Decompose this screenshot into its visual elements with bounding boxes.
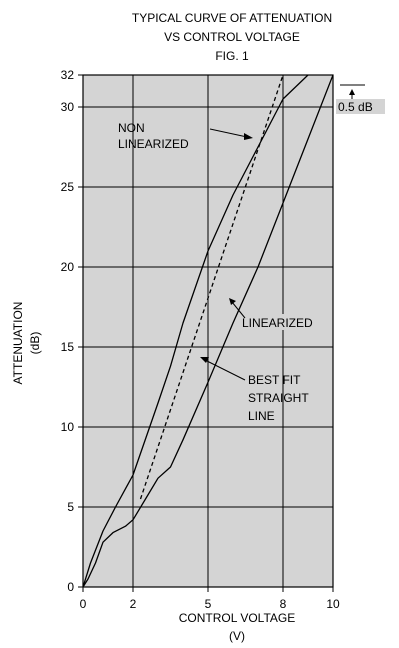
series-best-fit-straight-line	[139, 75, 284, 500]
annotation-linearized-bg	[241, 314, 331, 330]
y-tick-label: 10	[61, 420, 75, 434]
y-axis-unit: (dB)	[28, 332, 42, 355]
y-tick-label: 15	[61, 340, 75, 354]
annotation-nonlinearized-line-2: LINEARIZED	[118, 137, 189, 151]
y-tick-label: 25	[61, 180, 75, 194]
y-tick-label: 20	[61, 260, 75, 274]
annotation-delta: 0.5 dB	[336, 84, 385, 114]
annotation-linearized-arrowhead	[229, 298, 236, 305]
annotation-linearized-leader	[231, 301, 246, 319]
annotation-bestfit-leader	[204, 359, 246, 381]
annotation-nonlinearized-line-1: NON	[118, 121, 145, 135]
annotation-bestfit-arrowhead	[200, 357, 209, 363]
y-tick-label: 0	[67, 580, 74, 594]
delta-arrowhead	[349, 89, 355, 95]
delta-label: 0.5 dB	[338, 100, 373, 114]
x-axis-unit: (V)	[229, 629, 245, 643]
annotation-bestfit-line-2: STRAIGHT	[248, 391, 309, 405]
y-tick-label: 32	[61, 68, 75, 82]
annotation-nonlinearized-arrowhead	[244, 133, 253, 140]
x-tick-label: 0	[80, 597, 87, 611]
y-axis-label: ATTENUATION	[11, 302, 25, 385]
chart-subtitle: FIG. 1	[215, 49, 249, 63]
data-series	[83, 75, 333, 587]
annotation-linearized: LINEARIZED	[229, 298, 331, 330]
x-tick-label: 2	[130, 597, 137, 611]
x-tick-label: 5	[205, 597, 212, 611]
annotation-bestfit: BEST FIT STRAIGHT LINE	[200, 357, 309, 423]
x-tick-label: 10	[326, 597, 340, 611]
chart-title-line-1: TYPICAL CURVE OF ATTENUATION	[132, 11, 332, 25]
annotation-bestfit-line-1: BEST FIT	[248, 373, 301, 387]
delta-label-bg	[336, 99, 385, 114]
series-non-linearized	[83, 75, 309, 587]
y-tick-label: 30	[61, 100, 75, 114]
annotation-linearized-text: LINEARIZED	[242, 316, 313, 330]
series-linearized	[83, 75, 333, 587]
x-axis-label: CONTROL VOLTAGE	[179, 611, 295, 625]
annotation-nonlinearized: NON LINEARIZED	[118, 121, 253, 151]
plot-area	[82, 74, 334, 588]
annotation-nonlinearized-arrow	[209, 128, 248, 138]
x-tick-label: 8	[280, 597, 287, 611]
y-tick-label: 5	[67, 500, 74, 514]
chart-title-line-2: VS CONTROL VOLTAGE	[164, 30, 300, 44]
annotation-bestfit-line-3: LINE	[248, 409, 275, 423]
